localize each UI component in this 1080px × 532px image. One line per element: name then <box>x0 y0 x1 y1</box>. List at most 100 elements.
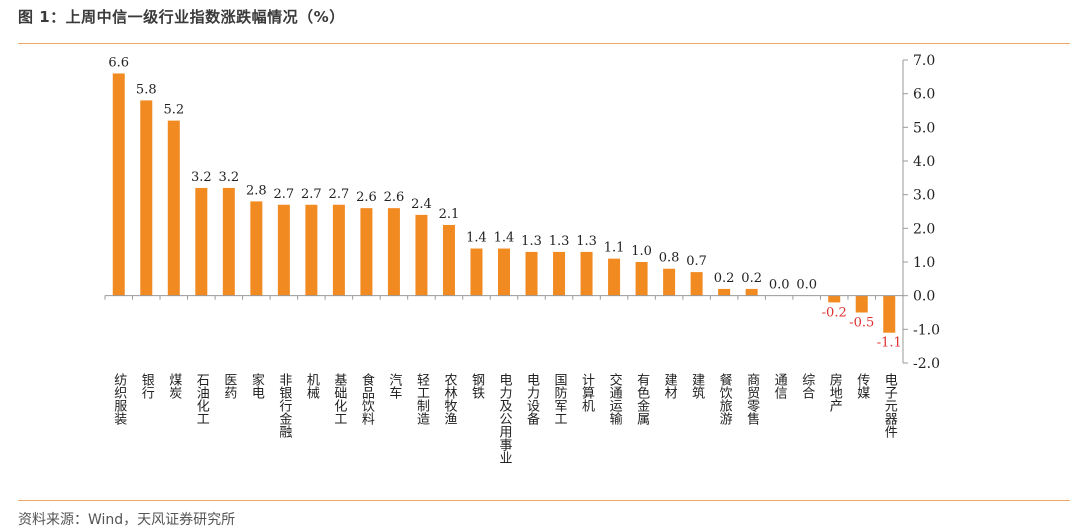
y-tick-label: 2.0 <box>913 221 935 237</box>
bar <box>718 288 731 296</box>
category-label: 机械 <box>304 373 320 399</box>
data-label: 1.0 <box>631 244 652 259</box>
data-label: 0.2 <box>741 271 762 286</box>
category-label: 煤炭 <box>166 373 182 400</box>
category-label: 交通运输 <box>607 372 623 425</box>
data-label: 2.8 <box>246 183 267 198</box>
category-label: 基础化工 <box>331 373 347 425</box>
data-label: 1.4 <box>494 231 515 246</box>
y-tick-label: 4.0 <box>913 154 935 170</box>
y-tick-label: -2.0 <box>913 356 940 372</box>
category-label: 有色金属 <box>634 373 650 426</box>
bar <box>277 204 290 296</box>
category-label: 汽车 <box>386 373 402 399</box>
y-tick-label: 5.0 <box>913 120 935 136</box>
bar <box>360 208 373 296</box>
category-label: 电子元器件 <box>882 373 898 438</box>
category-label: 农林牧渔 <box>441 373 457 425</box>
data-label: 0.8 <box>659 251 680 266</box>
category-label: 家电 <box>249 372 265 399</box>
y-tick-label: -1.0 <box>913 322 940 338</box>
y-tick-label: 7.0 <box>913 53 935 69</box>
category-label: 餐饮旅游 <box>717 372 733 425</box>
bar <box>470 248 483 296</box>
data-label: -1.1 <box>877 336 902 351</box>
bar <box>332 204 345 296</box>
category-label: 电力设备 <box>524 373 540 426</box>
category-label: 钢铁 <box>469 373 485 399</box>
data-label: 1.1 <box>604 241 625 256</box>
data-label: 0.0 <box>796 278 817 293</box>
category-label: 传媒 <box>854 373 870 399</box>
bar <box>883 295 896 333</box>
bar <box>663 268 676 296</box>
y-tick-label: 0.0 <box>913 289 935 305</box>
category-label: 建筑 <box>689 373 705 400</box>
bar <box>553 251 566 296</box>
bar <box>195 187 208 296</box>
data-label: 2.7 <box>274 187 295 202</box>
data-label: 2.7 <box>301 187 322 202</box>
category-label: 医药 <box>221 373 237 399</box>
bar <box>635 262 648 296</box>
source-note: 资料来源：Wind，天风证券研究所 <box>18 512 236 528</box>
data-label: -0.5 <box>849 316 874 331</box>
category-label: 纺织服装 <box>111 373 127 425</box>
bar <box>745 288 758 296</box>
data-label: 2.7 <box>329 187 350 202</box>
y-axis-group: 7.0 6.0 5.0 4.0 3.0 2.0 1.0 0.0 -1.0 -2.0 <box>902 53 940 372</box>
category-label: 银行 <box>139 373 155 400</box>
category-label: 国防军工 <box>552 373 568 425</box>
category-label: 计算机 <box>579 373 595 413</box>
data-label: 3.2 <box>218 170 239 185</box>
data-label: 1.3 <box>521 234 542 249</box>
data-label: 2.4 <box>411 197 432 212</box>
bar <box>222 187 235 296</box>
category-label: 电力及公用事业 <box>497 373 513 464</box>
y-tick-label: 1.0 <box>913 255 935 271</box>
data-label: 5.8 <box>136 82 157 97</box>
zero-axis-group <box>104 295 904 300</box>
bar <box>305 204 318 296</box>
bar <box>415 214 428 296</box>
data-label: 2.6 <box>356 190 377 205</box>
bar <box>855 295 868 313</box>
bars-group <box>112 73 896 333</box>
bottom-divider <box>18 500 1070 501</box>
bar <box>167 120 180 296</box>
data-label: 1.4 <box>466 231 487 246</box>
data-label: 5.2 <box>163 103 184 118</box>
category-label: 通信 <box>772 373 788 399</box>
category-labels-group: 纺织服装 银行 煤炭 石油化工 医药 家电 非银行金融 机械 基础化工 食品饮料 汽车 轻工制造 农林牧… <box>111 372 897 464</box>
data-label: 2.1 <box>439 207 460 222</box>
bar <box>112 73 125 296</box>
data-label: 3.2 <box>191 170 212 185</box>
category-label: 房地产 <box>827 372 843 413</box>
bar <box>828 295 841 303</box>
data-label: 0.2 <box>714 271 735 286</box>
category-label: 石油化工 <box>194 373 210 425</box>
data-label: 0.0 <box>769 278 790 293</box>
top-divider <box>18 43 1070 44</box>
bar <box>580 251 593 296</box>
bar <box>387 208 400 296</box>
bar <box>608 258 621 296</box>
data-label: -0.2 <box>822 305 847 320</box>
bar <box>525 251 538 296</box>
data-label: 0.7 <box>686 254 707 269</box>
data-label: 2.6 <box>384 190 405 205</box>
bar <box>250 201 263 296</box>
y-tick-label: 3.0 <box>913 188 935 204</box>
bar <box>498 248 510 296</box>
category-label: 非银行金融 <box>276 373 292 438</box>
bar <box>140 100 153 296</box>
chart-title: 图 1：上周中信一级行业指数涨跌幅情况（%） <box>18 8 345 26</box>
category-label: 综合 <box>799 373 815 399</box>
bar <box>442 224 455 296</box>
data-labels-group: 6.6 5.8 5.2 3.2 3.2 2.8 2.7 2.7 2.7 2.6 2.6 2.4 2.1 1… <box>108 55 901 350</box>
bar <box>690 272 703 296</box>
category-label: 食品饮料 <box>359 372 375 425</box>
category-label: 商贸零售 <box>744 373 760 425</box>
category-label: 建材 <box>662 373 678 399</box>
bar-chart: 7.0 6.0 5.0 4.0 3.0 2.0 1.0 0.0 -1.0 -2.0 6.6 5.8 5… <box>104 53 940 464</box>
